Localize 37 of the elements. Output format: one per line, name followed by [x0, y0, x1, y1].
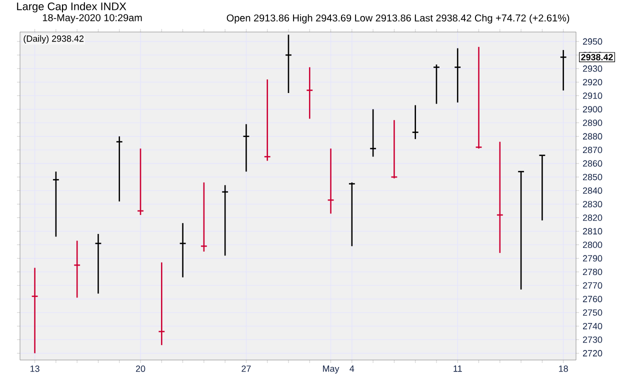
x-tick-label: 4 [350, 366, 354, 372]
y-tick-label: 2950 [582, 38, 602, 45]
y-tick-label: 2800 [582, 242, 602, 248]
candlestick [432, 64, 440, 105]
y-tick-label: 2890 [582, 120, 602, 126]
y-tick-label: 2910 [582, 92, 602, 99]
y-tick-label: 2720 [582, 350, 602, 356]
chart-title: Large Cap Index INDX [17, 2, 126, 12]
y-tick-label: 2900 [582, 106, 602, 112]
y-tick-label: 2790 [582, 255, 602, 262]
x-tick-label: May [323, 366, 340, 374]
y-tick-label: 2770 [582, 282, 602, 289]
y-tick-label: 2840 [582, 187, 602, 194]
y-tick-label: 2880 [582, 133, 602, 140]
y-tick-label: 2740 [582, 323, 602, 330]
y-tick-label: 2860 [582, 160, 602, 167]
x-tick-label: 27 [242, 366, 251, 372]
x-tick-label: 18 [559, 366, 568, 372]
y-tick-label: 2930 [582, 65, 602, 72]
annotation: (Daily) 2938.42 [24, 35, 84, 44]
text: Open 2913.86 High 2943.69 Low 2913.86 Last 2938.42 Chg +74.72 (+2.61%) [226, 14, 570, 24]
candlestick [475, 46, 482, 150]
y-tick-label: 2760 [582, 296, 602, 302]
y-tick-label: 2810 [582, 228, 602, 234]
y-tick-label: 2830 [582, 201, 602, 208]
x-tick-label: 13 [30, 366, 40, 372]
y-tick-label: 2850 [582, 174, 602, 180]
y-tick-label: 2780 [582, 268, 602, 276]
x-tick-label: 11 [454, 366, 462, 372]
annotation: 2938.42 [581, 54, 613, 60]
y-tick-label: 2730 [582, 336, 602, 343]
text: 18-May-2020 10:29am [42, 14, 142, 24]
y-tick-label: 2750 [582, 309, 602, 316]
x-tick-label: 20 [136, 366, 146, 372]
y-tick-label: 2870 [582, 146, 602, 154]
y-tick-label: 2820 [582, 214, 602, 221]
y-tick-label: 2920 [582, 79, 602, 86]
